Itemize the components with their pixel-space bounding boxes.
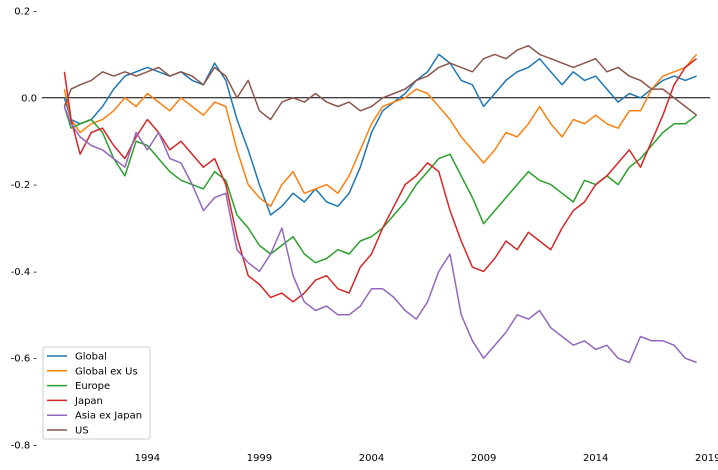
y-tick-label: 0.0	[21, 93, 37, 104]
y-tick-label: 0.2 -	[14, 7, 37, 18]
y-tick-label: -0.2 -	[11, 180, 38, 191]
legend-label-global-ex-us: Global ex Us	[75, 366, 138, 377]
y-axis: 0.2 - 0.0 -0.2 - -0.4 - -0.6 - -0.8 -	[11, 7, 38, 452]
legend-label-global: Global	[75, 352, 107, 363]
legend-box	[42, 346, 151, 440]
series-line-japan	[63, 58, 698, 303]
x-tick-label: 2004	[359, 453, 384, 464]
series-line-global	[63, 53, 697, 216]
legend-label-japan: Japan	[74, 396, 103, 407]
legend: Global Global ex Us Europe Japan Asia ex Jap…	[42, 346, 151, 440]
y-tick-label: -0.6 -	[11, 354, 38, 365]
x-axis: 1994 1999 2004 2009 2014 2019	[135, 453, 718, 464]
y-tick-label: -0.8 -	[11, 441, 38, 452]
x-tick-label: 2019	[695, 453, 718, 464]
legend-label-asia-ex-japan: Asia ex Japan	[75, 411, 142, 422]
legend-label-europe: Europe	[75, 381, 110, 392]
x-tick-label: 1999	[247, 453, 272, 464]
plot-area	[42, 44, 710, 364]
x-tick-label: 1994	[135, 453, 160, 464]
series-line-asia-ex-japan	[63, 106, 697, 364]
series-line-europe	[63, 106, 698, 264]
y-tick-label: -0.4 -	[11, 267, 38, 278]
legend-label-us: US	[75, 426, 89, 437]
series-line-us	[63, 44, 698, 121]
x-tick-label: 2014	[583, 453, 608, 464]
series-line-global-ex-us	[63, 53, 698, 208]
x-tick-label: 2009	[471, 453, 496, 464]
